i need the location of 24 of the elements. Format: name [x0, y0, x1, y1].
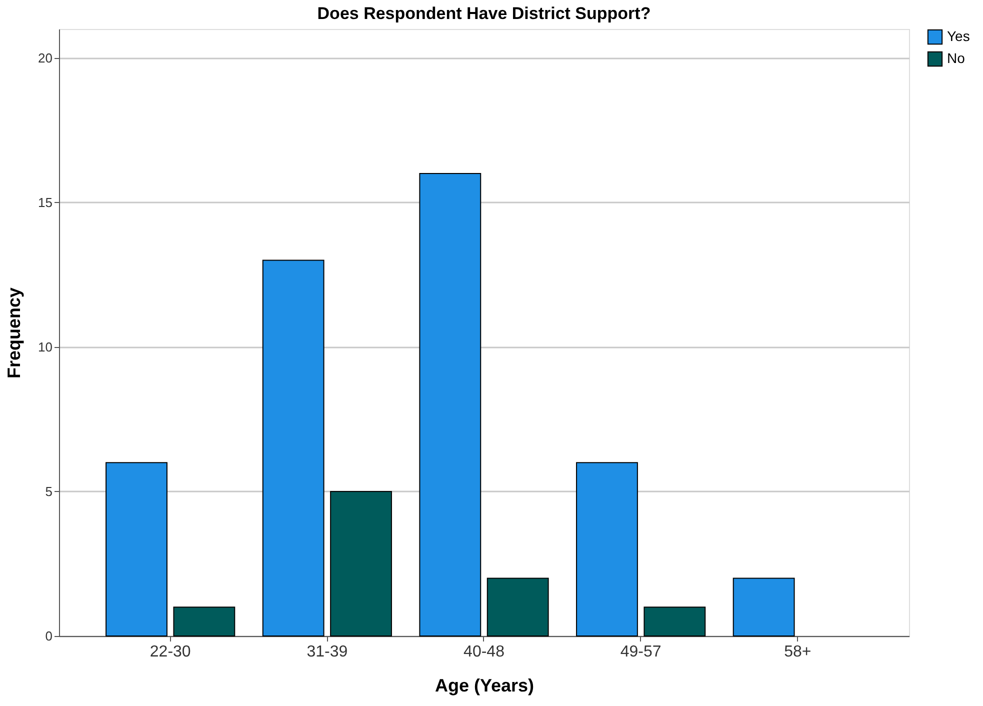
y-tick-label: 15 — [38, 194, 52, 210]
x-tick-label: 22-30 — [150, 644, 191, 660]
y-tick-label: 5 — [45, 484, 52, 499]
legend-label: No — [947, 50, 966, 66]
x-tick-label: 58+ — [784, 644, 812, 660]
bar — [576, 462, 638, 636]
y-axis-title: Frequency — [4, 287, 24, 379]
y-tick-label: 0 — [45, 628, 52, 644]
bar — [106, 462, 168, 636]
bar — [419, 173, 482, 636]
bar — [732, 578, 795, 636]
bar — [486, 578, 549, 636]
bar — [262, 260, 324, 636]
x-axis-title: Age (Years) — [434, 676, 534, 696]
bar — [173, 606, 236, 636]
chart-title: Does Respondent Have District Support? — [317, 4, 651, 23]
y-tick-label: 10 — [38, 339, 52, 354]
x-tick-label: 49-57 — [620, 644, 662, 660]
x-tick-label: 31-39 — [306, 644, 348, 660]
bar — [330, 490, 392, 636]
bar — [644, 606, 706, 636]
y-tick-label: 20 — [38, 50, 52, 66]
x-tick-label: 40-48 — [464, 644, 505, 660]
legend-label: Yes — [947, 28, 970, 44]
